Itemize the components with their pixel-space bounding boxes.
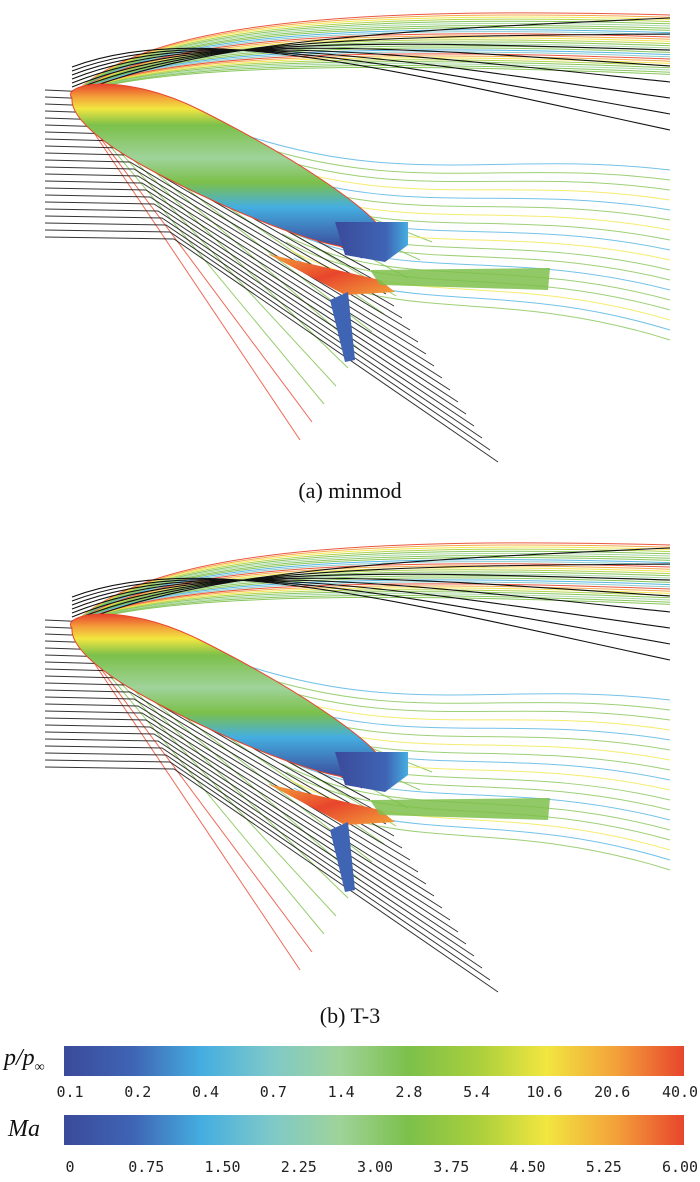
mach-colorbar-label: Ma [8,1116,40,1142]
colorbar-0-tick: 5.4 [463,1083,491,1101]
colorbar-1-tick: 1.50 [204,1158,241,1176]
mach-tick-labels: 0 0.75 1.50 2.25 3.00 3.75 4.50 5.25 6.00 [0,1158,700,1178]
colorbar-0-tick: 1.4 [327,1083,355,1101]
colorbar-1-tick: 0.75 [128,1158,165,1176]
colorbar-0-tick: 0.1 [56,1083,84,1101]
pressure-tick-labels: 0.1 0.2 0.4 0.7 1.4 2.8 5.4 10.6 20.6 40.0 [0,1083,700,1103]
colorbar-0-tick: 0.7 [259,1083,287,1101]
colorbar-1-tick: 6.00 [661,1158,699,1176]
colorbar-0-tick: 0.4 [192,1083,220,1101]
mach-colorbar: Ma 0 0.75 1.50 2.25 3.00 3.75 4.50 5.25 6.00 [0,1112,700,1178]
colorbar-0-tick: 40.0 [661,1083,699,1101]
colorbar-1-tick: 0 [65,1158,75,1176]
flow-field-panel-a [0,0,700,470]
colorbar-0-tick: 2.8 [395,1083,423,1101]
colorbar-0-tick: 0.2 [124,1083,152,1101]
pressure-colorbar: p/p∞ 0.1 0.2 0.4 0.7 1.4 2.8 5.4 10.6 20.6 40.0 [0,1043,700,1103]
colorbar-0-tick: 20.6 [594,1083,631,1101]
flow-field-t3 [44,542,671,993]
pressure-colorbar-label: p/p∞ [4,1045,45,1075]
colorbar-1-tick: 4.50 [509,1158,546,1176]
mach-color-scale [64,1115,684,1145]
colorbar-1-tick: 5.25 [585,1158,622,1176]
panel-b-caption: (b) T-3 [319,1003,381,1028]
colorbar-1-tick: 2.25 [280,1158,317,1176]
flow-field-minmod [44,12,671,463]
colorbar-1-tick: 3.75 [433,1158,470,1176]
pressure-color-scale [64,1046,684,1076]
flow-field-panel-b [0,520,700,1000]
panel-a-caption: (a) minmod [298,478,402,503]
colorbar-1-tick: 3.00 [356,1158,394,1176]
colorbar-0-tick: 10.6 [526,1083,563,1101]
